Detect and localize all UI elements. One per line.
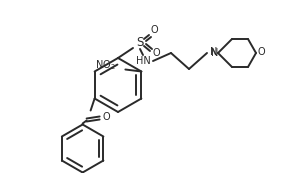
Text: N: N xyxy=(211,48,219,58)
Text: O: O xyxy=(150,25,158,35)
Text: O: O xyxy=(103,112,110,122)
Text: HN: HN xyxy=(136,56,150,66)
Text: O: O xyxy=(257,47,265,57)
Text: S: S xyxy=(136,37,144,49)
Text: N: N xyxy=(210,47,218,57)
Text: NO$_2$: NO$_2$ xyxy=(95,59,115,72)
Text: O: O xyxy=(152,48,160,58)
